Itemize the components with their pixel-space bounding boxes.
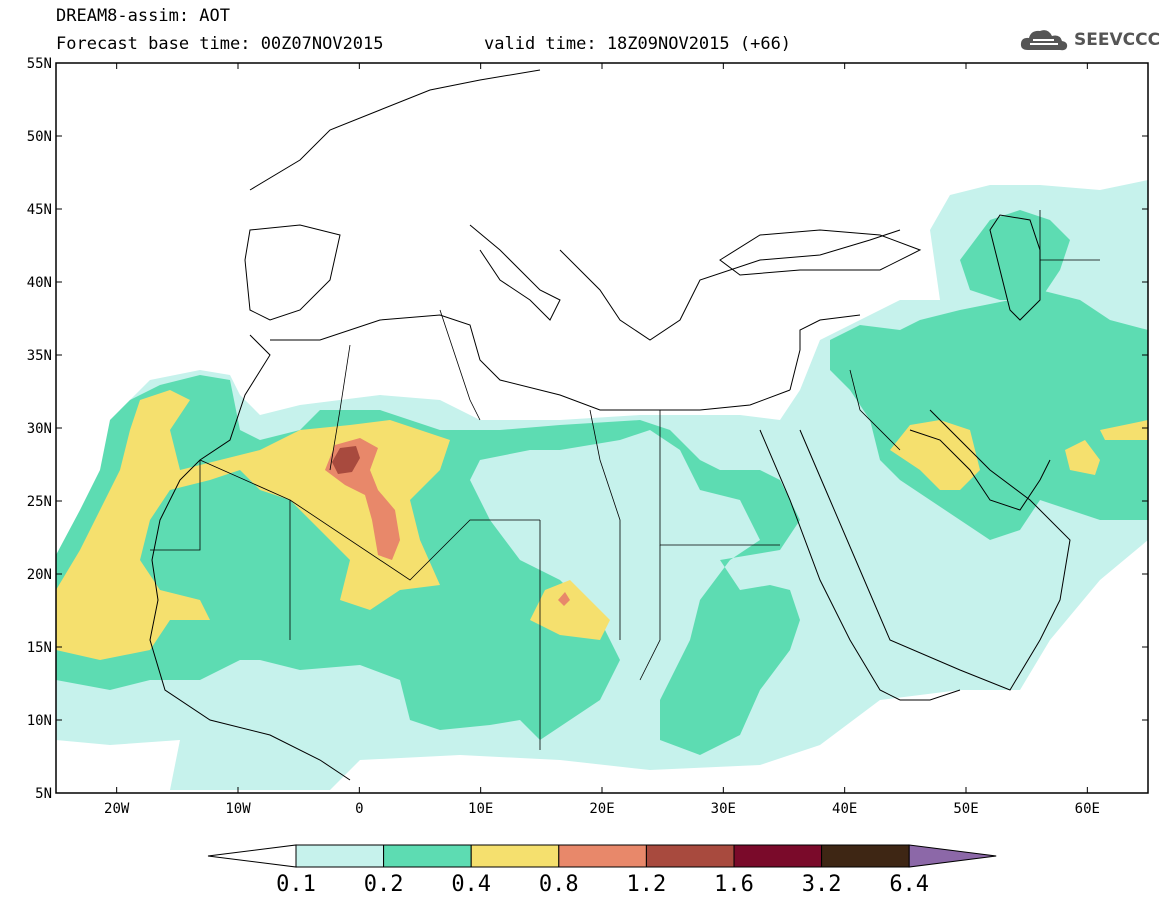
colorbar-box bbox=[470, 844, 560, 868]
lon-tick-label: 60E bbox=[1075, 801, 1100, 817]
colorbar-box bbox=[295, 844, 385, 868]
colorbar-box bbox=[733, 844, 823, 868]
lat-tick-label: 45N bbox=[27, 202, 52, 218]
aot-band-0.8-chad bbox=[558, 592, 570, 606]
lat-tick-label: 20N bbox=[27, 567, 52, 583]
lon-tick-label: 10E bbox=[468, 801, 493, 817]
colorbar-label: 1.2 bbox=[627, 872, 667, 897]
lat-tick-label: 55N bbox=[27, 56, 52, 72]
colorbar-label: 6.4 bbox=[889, 872, 929, 897]
colorbar-label: 0.2 bbox=[364, 872, 404, 897]
coast-med-south bbox=[270, 314, 791, 411]
aot-band-0.4-iran bbox=[1065, 440, 1100, 475]
lon-ticks: 20W 10W 0 10E 20E 30E 40E 50E 60E bbox=[104, 63, 1100, 817]
colorbar-box bbox=[645, 844, 735, 868]
colorbar-box bbox=[383, 844, 472, 868]
colorbar-label: 0.8 bbox=[539, 872, 579, 897]
lon-tick-label: 20W bbox=[104, 801, 130, 817]
lat-tick-label: 15N bbox=[27, 640, 52, 656]
aot-field bbox=[56, 180, 1148, 790]
coast-black-sea bbox=[719, 229, 922, 276]
colorbar-high-arrow bbox=[908, 844, 997, 868]
coastlines bbox=[149, 69, 1071, 781]
map-title: DREAM8-assim: AOT bbox=[56, 6, 230, 26]
coast-arabia bbox=[799, 409, 1071, 691]
lat-tick-label: 30N bbox=[27, 421, 52, 437]
aot-band-0.4-ne bbox=[1100, 420, 1148, 440]
colorbar-labels: 0.1 0.2 0.4 0.8 1.2 1.6 3.2 6.4 bbox=[276, 872, 929, 897]
lat-tick-label: 25N bbox=[27, 494, 52, 510]
coast-gulf bbox=[909, 429, 1051, 511]
logo-text: SEEVCCC bbox=[1074, 30, 1161, 50]
coast-africa-west bbox=[149, 334, 351, 781]
lon-tick-label: 30E bbox=[711, 801, 736, 817]
colorbar-label: 3.2 bbox=[802, 872, 842, 897]
colorbar-label: 1.6 bbox=[714, 872, 754, 897]
colorbar-boxes bbox=[207, 844, 997, 868]
forecast-base-time: Forecast base time: 00Z07NOV2015 bbox=[56, 34, 384, 54]
aot-band-0.2-caspian bbox=[960, 210, 1070, 300]
lat-ticks: 55N 50N 45N 40N 35N 30N 25N 20N 15N 10N 5N bbox=[27, 56, 1148, 802]
aot-band-0.2-east bbox=[830, 290, 1148, 540]
coast-east-africa bbox=[900, 689, 961, 701]
lat-tick-label: 50N bbox=[27, 129, 52, 145]
borders bbox=[150, 210, 1100, 750]
coast-italy bbox=[469, 224, 561, 321]
valid-time: valid time: 18Z09NOV2015 (+66) bbox=[484, 34, 792, 54]
colorbar-box bbox=[558, 844, 647, 868]
lat-tick-label: 35N bbox=[27, 348, 52, 364]
lon-tick-label: 0 bbox=[355, 801, 363, 817]
coast-caspian bbox=[989, 214, 1041, 321]
colorbar-box bbox=[821, 844, 910, 868]
lon-tick-label: 50E bbox=[953, 801, 978, 817]
aot-band-1.2 bbox=[332, 446, 360, 474]
lon-tick-label: 10W bbox=[225, 801, 251, 817]
coast-red-sea bbox=[759, 429, 901, 701]
seevccc-logo: SEEVCCC bbox=[1018, 26, 1161, 56]
coast-europe-north bbox=[249, 69, 541, 191]
lat-tick-label: 5N bbox=[35, 786, 52, 802]
aot-band-0.4-chad bbox=[530, 580, 610, 640]
colorbar-low-arrow bbox=[207, 844, 297, 868]
lat-tick-label: 10N bbox=[27, 713, 52, 729]
colorbar-label: 0.4 bbox=[451, 872, 491, 897]
coast-balkans bbox=[559, 229, 901, 341]
colorbar-label: 0.1 bbox=[276, 872, 316, 897]
coast-iberia bbox=[244, 224, 341, 321]
cloud-icon bbox=[1020, 30, 1068, 51]
lon-tick-label: 40E bbox=[832, 801, 857, 817]
lat-tick-label: 40N bbox=[27, 275, 52, 291]
lon-tick-label: 20E bbox=[589, 801, 614, 817]
coast-levant bbox=[789, 314, 861, 391]
